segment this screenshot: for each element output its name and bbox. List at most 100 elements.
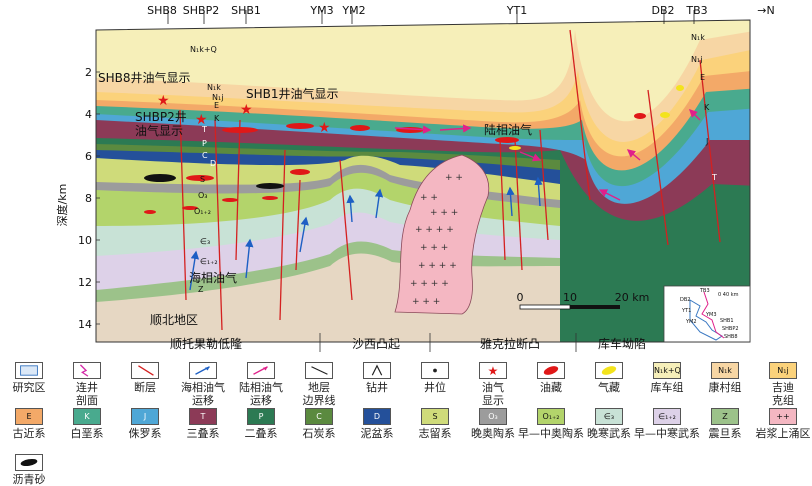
svg-text:★: ★ [240,102,253,118]
legend-swatch: P [247,408,275,425]
legend-swatch: ∈₁₊₂ [653,408,681,425]
depth-tick: 12 [78,276,92,289]
legend-swatch: ★ [479,362,507,379]
annotation-shb1: SHB1井油气显示 [246,86,339,101]
svg-text:S: S [200,175,205,184]
annotation-shbp2-1: SHBP2井 [135,110,187,124]
legend-label: 岩浆上涌区 [755,427,811,440]
legend-item: C 石炭系 [284,408,354,440]
svg-text:★: ★ [195,112,208,128]
svg-text:+ + +: + + + [430,208,458,218]
legend: 研究区 连井 剖面 断层 海相油气 运移 陆相油气 运移 地层 边界线 钻井 井位 ★ 油气 显示 油藏 气藏 N… [0,360,812,486]
depth-tick: 8 [85,192,92,205]
svg-text:C: C [202,151,208,160]
legend-item: 研究区 [0,362,64,394]
annotation-shb8: SHB8井油气显示 [98,70,191,85]
legend-label: 古近系 [12,427,46,440]
annotation-shbp2-2: 油气显示 [135,123,183,138]
svg-text:K: K [704,103,710,112]
legend-item: 断层 [110,362,180,394]
svg-text:+ + +: + + + [420,243,448,253]
inset-map: TB3 DB2 YT1 YM3 YM2 SHB1 SHBP2 SHB8 0 40… [663,285,751,343]
svg-text:+ + +: + + + [412,297,440,307]
legend-item: 陆相油气 运移 [226,362,296,407]
zone-row: 顺托果勒低隆 沙西凸起 雅克拉断凸 库车坳陷 [96,333,750,352]
legend-label: 早—中寒武系 [634,427,700,440]
svg-text:YT1: YT1 [681,308,691,314]
svg-text:+ + + +: + + + + [415,225,454,235]
continental-migration-arrows [394,109,701,201]
legend-label: 震旦系 [708,427,742,440]
legend-label: 海相油气 运移 [181,381,225,407]
legend-label: 库车组 [650,381,684,394]
legend-item: ★ 油气 显示 [458,362,528,407]
legend-item: ++ 岩浆上涌区 [748,408,812,440]
zone-label: 顺托果勒低隆 [170,336,242,351]
legend-item: N₁k+Q 库车组 [632,362,702,394]
legend-swatch [247,362,275,379]
legend-swatch: T [189,408,217,425]
legend-item: 钻井 [342,362,412,394]
svg-text:E: E [700,73,705,82]
legend-swatch: N₁k [711,362,739,379]
legend-label: 志留系 [418,427,452,440]
well-labels: SHB8 SHBP2 SHB1 YM3 YM2 YT1 DB2 TB3 →N [147,4,775,17]
svg-text:∈₁₊₂: ∈₁₊₂ [200,257,218,266]
well-lines [167,10,695,24]
magma-body [394,154,490,315]
legend-swatch [73,362,101,379]
svg-text:D: D [210,159,216,168]
legend-item: 连井 剖面 [52,362,122,407]
legend-item: T 三叠系 [168,408,238,440]
annotation-region: 顺北地区 [150,313,198,327]
svg-text:Z: Z [198,285,204,294]
legend-item: O₃ 晚奥陶系 [458,408,528,440]
well-label-ym2: YM2 [341,4,365,17]
depth-axis-label: 深度/km [55,184,69,227]
annotations: SHB8井油气显示 SHB1井油气显示 SHBP2井 油气显示 陆相油气 海相油… [98,70,532,327]
legend-swatch: D [363,408,391,425]
svg-text:O₃: O₃ [198,191,208,200]
svg-text:K: K [214,114,220,123]
legend-item: K 白垩系 [52,408,122,440]
svg-text:YM3: YM3 [705,312,717,318]
annotation-continental: 陆相油气 [484,122,532,137]
strata-labels: N₁k+Q N₁k N₁j E K T P C D S O₃ O₁₊₂ ∈₃ ∈… [190,33,717,294]
legend-item: O₁₊₂ 早—中奥陶系 [516,408,586,440]
legend-label: 白垩系 [70,427,104,440]
svg-text:+ +: + + [445,173,463,183]
asphalt-sand [144,174,284,189]
svg-text:TB3: TB3 [699,288,710,294]
legend-item: P 二叠系 [226,408,296,440]
legend-swatch: O₃ [479,408,507,425]
svg-text:N₁j: N₁j [691,55,702,64]
svg-text:+ + + +: + + + + [418,261,457,271]
legend-item: D 泥盆系 [342,408,412,440]
legend-swatch: C [305,408,333,425]
legend-label: 晚寒武系 [587,427,631,440]
legend-label: 早—中奥陶系 [518,427,584,440]
legend-swatch [15,362,43,379]
zone-label: 沙西凸起 [352,337,400,351]
svg-text:SHB8: SHB8 [724,334,738,340]
depth-axis: 2 4 6 8 10 12 14 深度/km [55,30,100,342]
faults [179,29,721,331]
gas-reservoirs [509,85,684,150]
legend-label: 气藏 [598,381,620,394]
cross-section-diagram: + + + + + + + + + + + + + + + + + + + + + + … [55,4,775,352]
svg-text:+ + + +: + + + + [410,279,449,289]
legend-label: 二叠系 [244,427,278,440]
legend-swatch: K [73,408,101,425]
legend-label: 晚奥陶系 [471,427,515,440]
legend-item: N₁k 康村组 [690,362,760,394]
legend-label: 沥青砂 [12,473,46,486]
legend-swatch [15,454,43,471]
svg-text:N₁k+Q: N₁k+Q [190,45,217,54]
legend-item: 油藏 [516,362,586,394]
legend-label: 三叠系 [186,427,220,440]
well-label-yt1: YT1 [506,4,527,17]
legend-item: N₁j 吉迪 克组 [748,362,812,407]
legend-label: 康村组 [708,381,742,394]
svg-text:∈₃: ∈₃ [200,237,210,246]
svg-text:J: J [705,137,708,146]
